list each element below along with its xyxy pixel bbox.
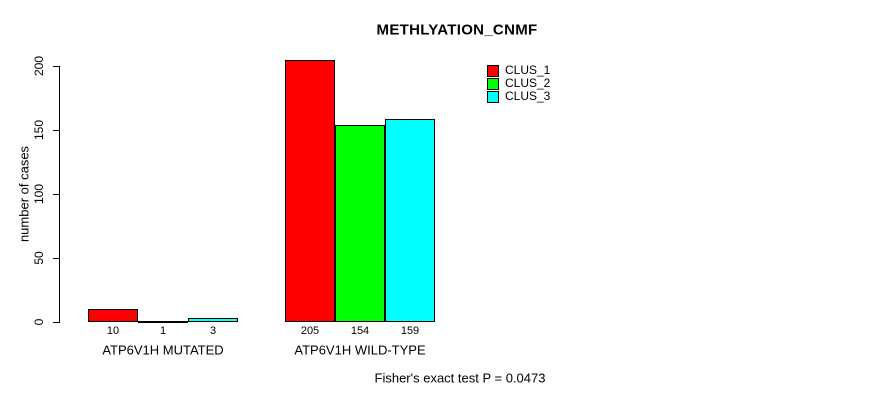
y-tick-mark — [53, 66, 60, 68]
y-tick-mark — [53, 130, 60, 132]
bar-clus_3 — [188, 318, 238, 322]
y-tick-mark — [53, 194, 60, 196]
stat-annotation: Fisher's exact test P = 0.0473 — [374, 370, 546, 386]
y-tick-label: 0 — [32, 318, 46, 326]
legend-label: CLUS_2 — [505, 76, 551, 90]
chart-title: METHLYATION_CNMF — [376, 21, 538, 39]
bar-clus_2 — [335, 125, 385, 322]
bar-value-label: 1 — [159, 325, 167, 337]
y-tick-label: 50 — [32, 251, 46, 265]
bar-clus_3 — [385, 118, 435, 322]
y-tick-label: 100 — [32, 184, 46, 205]
y-axis-title: number of cases — [16, 145, 32, 243]
legend-label: CLUS_1 — [505, 63, 551, 77]
bar-value-label: 205 — [300, 325, 320, 337]
legend-item: CLUS_1 — [487, 64, 550, 77]
legend-label: CLUS_3 — [505, 89, 551, 103]
legend-swatch-icon — [487, 64, 499, 77]
bar-value-label: 3 — [209, 325, 217, 337]
category-label: ATP6V1H MUTATED — [102, 342, 224, 358]
y-tick-mark — [53, 322, 60, 323]
legend-swatch-icon — [487, 77, 499, 90]
legend-swatch-icon — [487, 90, 499, 103]
bar-value-label: 10 — [106, 325, 120, 337]
bar-clus_1 — [88, 309, 138, 322]
y-tick-mark — [53, 258, 60, 260]
bar-value-label: 154 — [350, 325, 370, 337]
category-label: ATP6V1H WILD-TYPE — [294, 342, 426, 358]
legend-item: CLUS_2 — [487, 77, 550, 90]
bar-clus_1 — [285, 60, 335, 322]
bar-value-label: 159 — [400, 325, 420, 337]
bar-clus_2 — [138, 320, 188, 323]
legend: CLUS_1 CLUS_2 CLUS_3 — [487, 64, 550, 103]
y-tick-label: 150 — [32, 120, 46, 141]
y-tick-label: 200 — [32, 56, 46, 77]
legend-item: CLUS_3 — [487, 90, 550, 103]
